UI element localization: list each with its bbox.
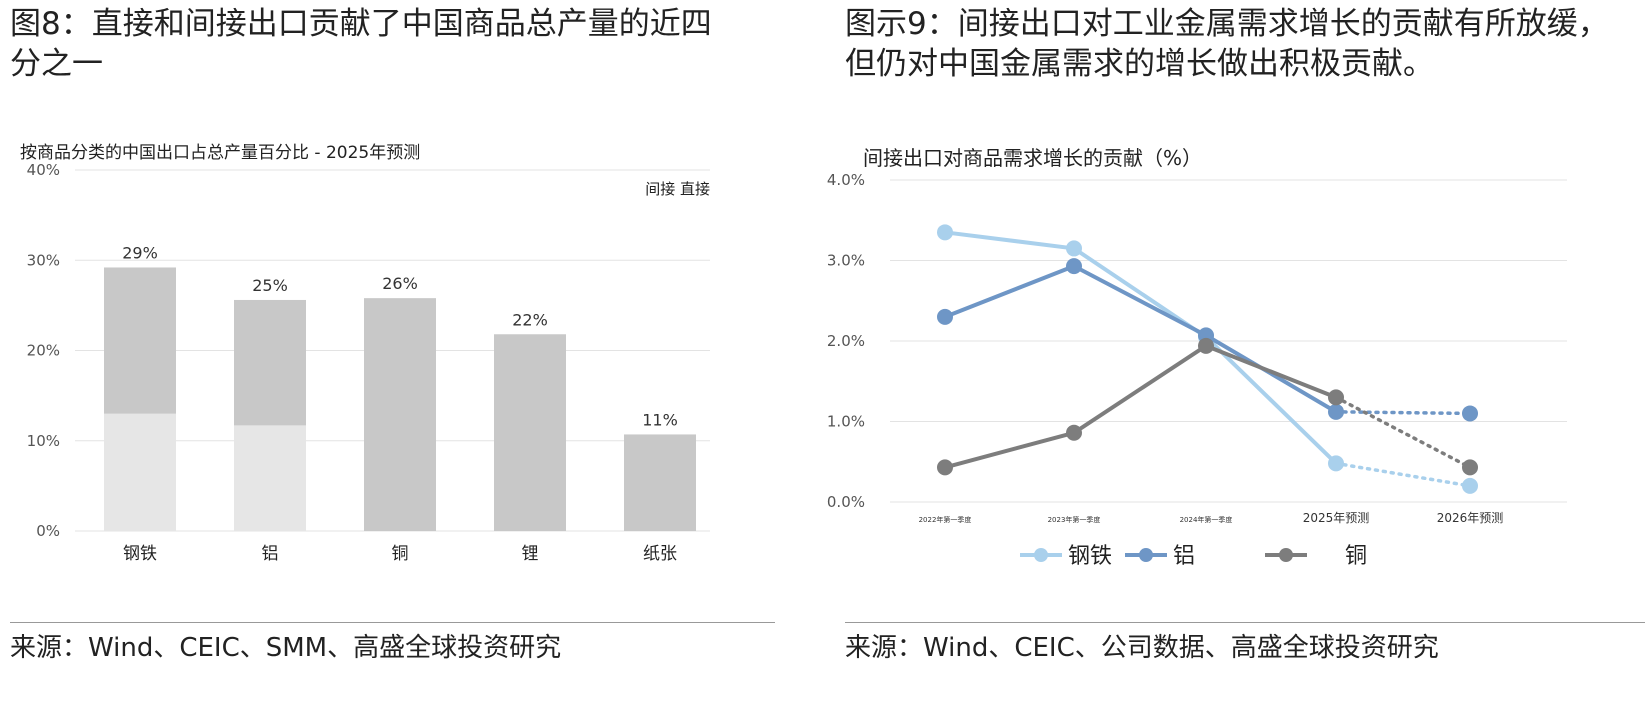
series-point-铜 <box>1198 337 1214 354</box>
bar-data-label: 22% <box>512 310 548 329</box>
series-point-铝 <box>1462 405 1478 422</box>
bar-legend: 间接 直接 <box>645 180 710 198</box>
bar-category-label: 钢铁 <box>123 544 157 564</box>
bar-y-tick-label: 10% <box>27 432 60 450</box>
right-figure: 图示9：间接出口对工业金属需求增长的贡献有所放缓，但仍对中国金属需求的增长做出积… <box>827 0 1650 703</box>
line-x-tick-label: 2023年第一季度 <box>1048 515 1101 524</box>
bar-y-tick-label: 0% <box>36 522 60 540</box>
series-point-铝 <box>1066 258 1082 275</box>
left-figure-title: 图8：直接和间接出口贡献了中国商品总产量的近四分之一 <box>10 6 712 82</box>
line-x-tick-label: 2024年第一季度 <box>1180 515 1233 524</box>
line-y-tick-label: 4.0% <box>827 171 865 189</box>
series-point-钢铁 <box>1462 477 1478 494</box>
left-source-divider <box>10 622 775 623</box>
bar-data-label: 29% <box>122 243 158 262</box>
left-source: 来源：Wind、CEIC、SMM、高盛全球投资研究 <box>10 633 562 663</box>
series-point-铜 <box>1462 459 1478 476</box>
bar-indirect-segment <box>234 425 306 531</box>
series-point-铜 <box>1328 389 1344 406</box>
right-figure-title: 图示9：间接出口对工业金属需求增长的贡献有所放缓，但仍对中国金属需求的增长做出积… <box>845 6 1609 82</box>
line-chart-title: 间接出口对商品需求增长的贡献（%） <box>863 146 1203 170</box>
series-point-钢铁 <box>937 224 953 241</box>
bar-y-tick-label: 20% <box>27 342 60 360</box>
line-x-tick-label: 2022年第一季度 <box>919 515 972 524</box>
bar-category-label: 纸张 <box>643 544 677 564</box>
series-forecast-line-钢铁 <box>1334 461 1472 488</box>
bar-data-label: 11% <box>642 410 678 429</box>
right-source-divider <box>845 622 1645 623</box>
series-forecast-line-铜 <box>1334 395 1472 470</box>
left-figure: 图8：直接和间接出口贡献了中国商品总产量的近四分之一 按商品分类的中国出口占总产… <box>0 0 800 703</box>
bar-direct-segment <box>234 299 306 426</box>
series-point-铜 <box>1066 424 1082 441</box>
line-chart: 0.0% 1.0% 2.0% 3.0% 4.0% 2022年第一季度 2023年第一季度 20… <box>827 171 1567 569</box>
bar-direct-segment <box>364 298 436 531</box>
series-forecast-line-铝 <box>1334 410 1472 416</box>
series-point-钢铁 <box>1328 455 1344 472</box>
legend-marker-铜 <box>1279 548 1293 562</box>
legend-marker-铝 <box>1139 548 1153 562</box>
legend-label-铝: 铝 <box>1173 544 1195 569</box>
line-x-tick-label: 2025年预测 <box>1303 511 1370 525</box>
bar-category-label: 锂 <box>522 544 539 564</box>
legend-label-铜: 铜 <box>1345 544 1367 569</box>
bar-direct-segment <box>494 334 566 531</box>
line-y-tick-label: 3.0% <box>827 252 865 270</box>
series-point-铝 <box>1328 403 1344 420</box>
bar-chart-title: 按商品分类的中国出口占总产量百分比 - 2025年预测 <box>20 143 421 163</box>
right-source: 来源：Wind、CEIC、公司数据、高盛全球投资研究 <box>845 633 1439 663</box>
series-point-铜 <box>937 459 953 476</box>
series-line-铜 <box>943 343 1338 470</box>
legend-label-钢铁: 钢铁 <box>1068 544 1112 569</box>
bar-data-label: 25% <box>252 276 288 295</box>
bar-category-label: 铜 <box>392 544 409 564</box>
line-y-tick-label: 2.0% <box>827 332 865 350</box>
legend-marker-钢铁 <box>1034 548 1048 562</box>
bar-direct-segment <box>624 434 696 531</box>
series-line-钢铁 <box>943 230 1338 466</box>
bar-indirect-segment <box>104 413 176 531</box>
bar-y-tick-label: 40% <box>27 161 60 179</box>
series-point-钢铁 <box>1066 240 1082 257</box>
line-y-tick-label: 0.0% <box>827 493 865 511</box>
series-point-铝 <box>937 308 953 325</box>
bar-category-label: 铝 <box>262 544 279 564</box>
bar-data-label: 26% <box>382 274 418 293</box>
line-x-tick-label: 2026年预测 <box>1437 511 1504 525</box>
bar-direct-segment <box>104 267 176 414</box>
bar-y-tick-label: 30% <box>27 251 60 269</box>
line-y-tick-label: 1.0% <box>827 413 865 431</box>
bar-chart: 0% 10% 20% 30% 40% 间接 直接 29% 钢铁 25% 铝 26% 铜 22% 锂 11% 纸… <box>27 161 710 564</box>
